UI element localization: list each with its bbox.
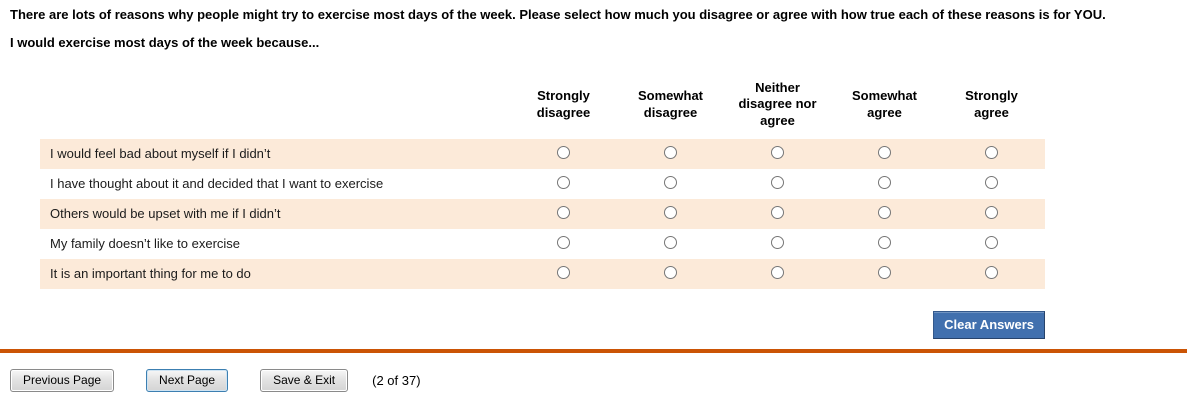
radio-row4-col0[interactable]: [557, 265, 570, 279]
page-counter: (2 of 37): [372, 372, 421, 388]
radio-cell: [724, 169, 831, 199]
radio-cell: [724, 139, 831, 169]
radio-cell: [831, 169, 938, 199]
radio-cell: [831, 199, 938, 229]
radio-row3-col0[interactable]: [557, 235, 570, 249]
radio-cell: [724, 199, 831, 229]
radio-row1-col3[interactable]: [878, 175, 891, 189]
radio-cell: [938, 229, 1045, 259]
table-row: It is an important thing for me to do: [40, 258, 1045, 289]
row-label: It is an important thing for me to do: [50, 266, 251, 282]
row-label: I have thought about it and decided that…: [50, 176, 384, 192]
radio-cell: [724, 259, 831, 289]
radio-row0-col0[interactable]: [557, 145, 570, 159]
radio-cell: [510, 259, 617, 289]
radio-cell: [510, 139, 617, 169]
radio-row4-col1[interactable]: [664, 265, 677, 279]
radio-row4-col4[interactable]: [985, 265, 998, 279]
divider: [0, 348, 1187, 353]
radio-row1-col2[interactable]: [771, 175, 784, 189]
row-label: Others would be upset with me if I didn’…: [50, 206, 281, 222]
radio-row0-col2[interactable]: [771, 145, 784, 159]
radio-cell: [617, 199, 724, 229]
table-row: I have thought about it and decided that…: [40, 168, 1045, 199]
radio-cell: [510, 199, 617, 229]
table-row: My family doesn’t like to exercise: [40, 228, 1045, 259]
radio-cell: [617, 139, 724, 169]
radio-row0-col1[interactable]: [664, 145, 677, 159]
radio-cell: [617, 169, 724, 199]
radio-row2-col2[interactable]: [771, 205, 784, 219]
radio-row3-col3[interactable]: [878, 235, 891, 249]
radio-row3-col2[interactable]: [771, 235, 784, 249]
radio-row0-col4[interactable]: [985, 145, 998, 159]
survey-instructions: There are lots of reasons why people mig…: [10, 7, 1106, 22]
matrix-header-row: Strongly disagree Somewhat disagree Neithe…: [40, 76, 1045, 139]
radio-cell: [938, 139, 1045, 169]
matrix-table: Strongly disagree Somewhat disagree Neithe…: [40, 76, 1045, 289]
radio-cell: [831, 139, 938, 169]
radio-row2-col4[interactable]: [985, 205, 998, 219]
column-header-2: Neither disagree nor agree: [738, 80, 817, 128]
radio-cell: [938, 259, 1045, 289]
next-page-button[interactable]: Next Page: [146, 368, 229, 392]
radio-cell: [831, 229, 938, 259]
matrix-container: Strongly disagree Somewhat disagree Neithe…: [40, 76, 1045, 289]
radio-row1-col4[interactable]: [985, 175, 998, 189]
radio-cell: [617, 229, 724, 259]
radio-row2-col3[interactable]: [878, 205, 891, 219]
radio-row1-col1[interactable]: [664, 175, 677, 189]
radio-row2-col0[interactable]: [557, 205, 570, 219]
radio-cell: [831, 259, 938, 289]
bottom-navigation: Previous Page Next Page Save & Exit (2 o…: [0, 353, 1187, 392]
column-header-1: Somewhat disagree: [637, 88, 703, 120]
table-row: I would feel bad about myself if I didn’…: [40, 138, 1045, 169]
radio-cell: [510, 169, 617, 199]
column-header-3: Somewhat agree: [851, 88, 917, 120]
save-exit-button[interactable]: Save & Exit: [260, 368, 349, 392]
row-label: My family doesn’t like to exercise: [50, 236, 241, 252]
previous-page-button[interactable]: Previous Page: [10, 368, 115, 392]
column-header-4: Strongly agree: [965, 88, 1018, 120]
row-label: I would feel bad about myself if I didn’…: [50, 146, 271, 162]
radio-cell: [510, 229, 617, 259]
label-column-header: [40, 76, 510, 139]
radio-cell: [617, 259, 724, 289]
radio-row4-col2[interactable]: [771, 265, 784, 279]
radio-row3-col1[interactable]: [664, 235, 677, 249]
radio-row2-col1[interactable]: [664, 205, 677, 219]
radio-cell: [938, 199, 1045, 229]
radio-cell: [724, 229, 831, 259]
radio-cell: [938, 169, 1045, 199]
radio-row4-col3[interactable]: [878, 265, 891, 279]
question-stem: I would exercise most days of the week b…: [10, 35, 320, 51]
clear-answers-row: Clear Answers: [40, 289, 1045, 339]
radio-row3-col4[interactable]: [985, 235, 998, 249]
clear-answers-button[interactable]: Clear Answers: [933, 310, 1045, 339]
radio-row1-col0[interactable]: [557, 175, 570, 189]
column-header-0: Strongly disagree: [536, 88, 591, 120]
table-row: Others would be upset with me if I didn’…: [40, 198, 1045, 229]
radio-row0-col3[interactable]: [878, 145, 891, 159]
